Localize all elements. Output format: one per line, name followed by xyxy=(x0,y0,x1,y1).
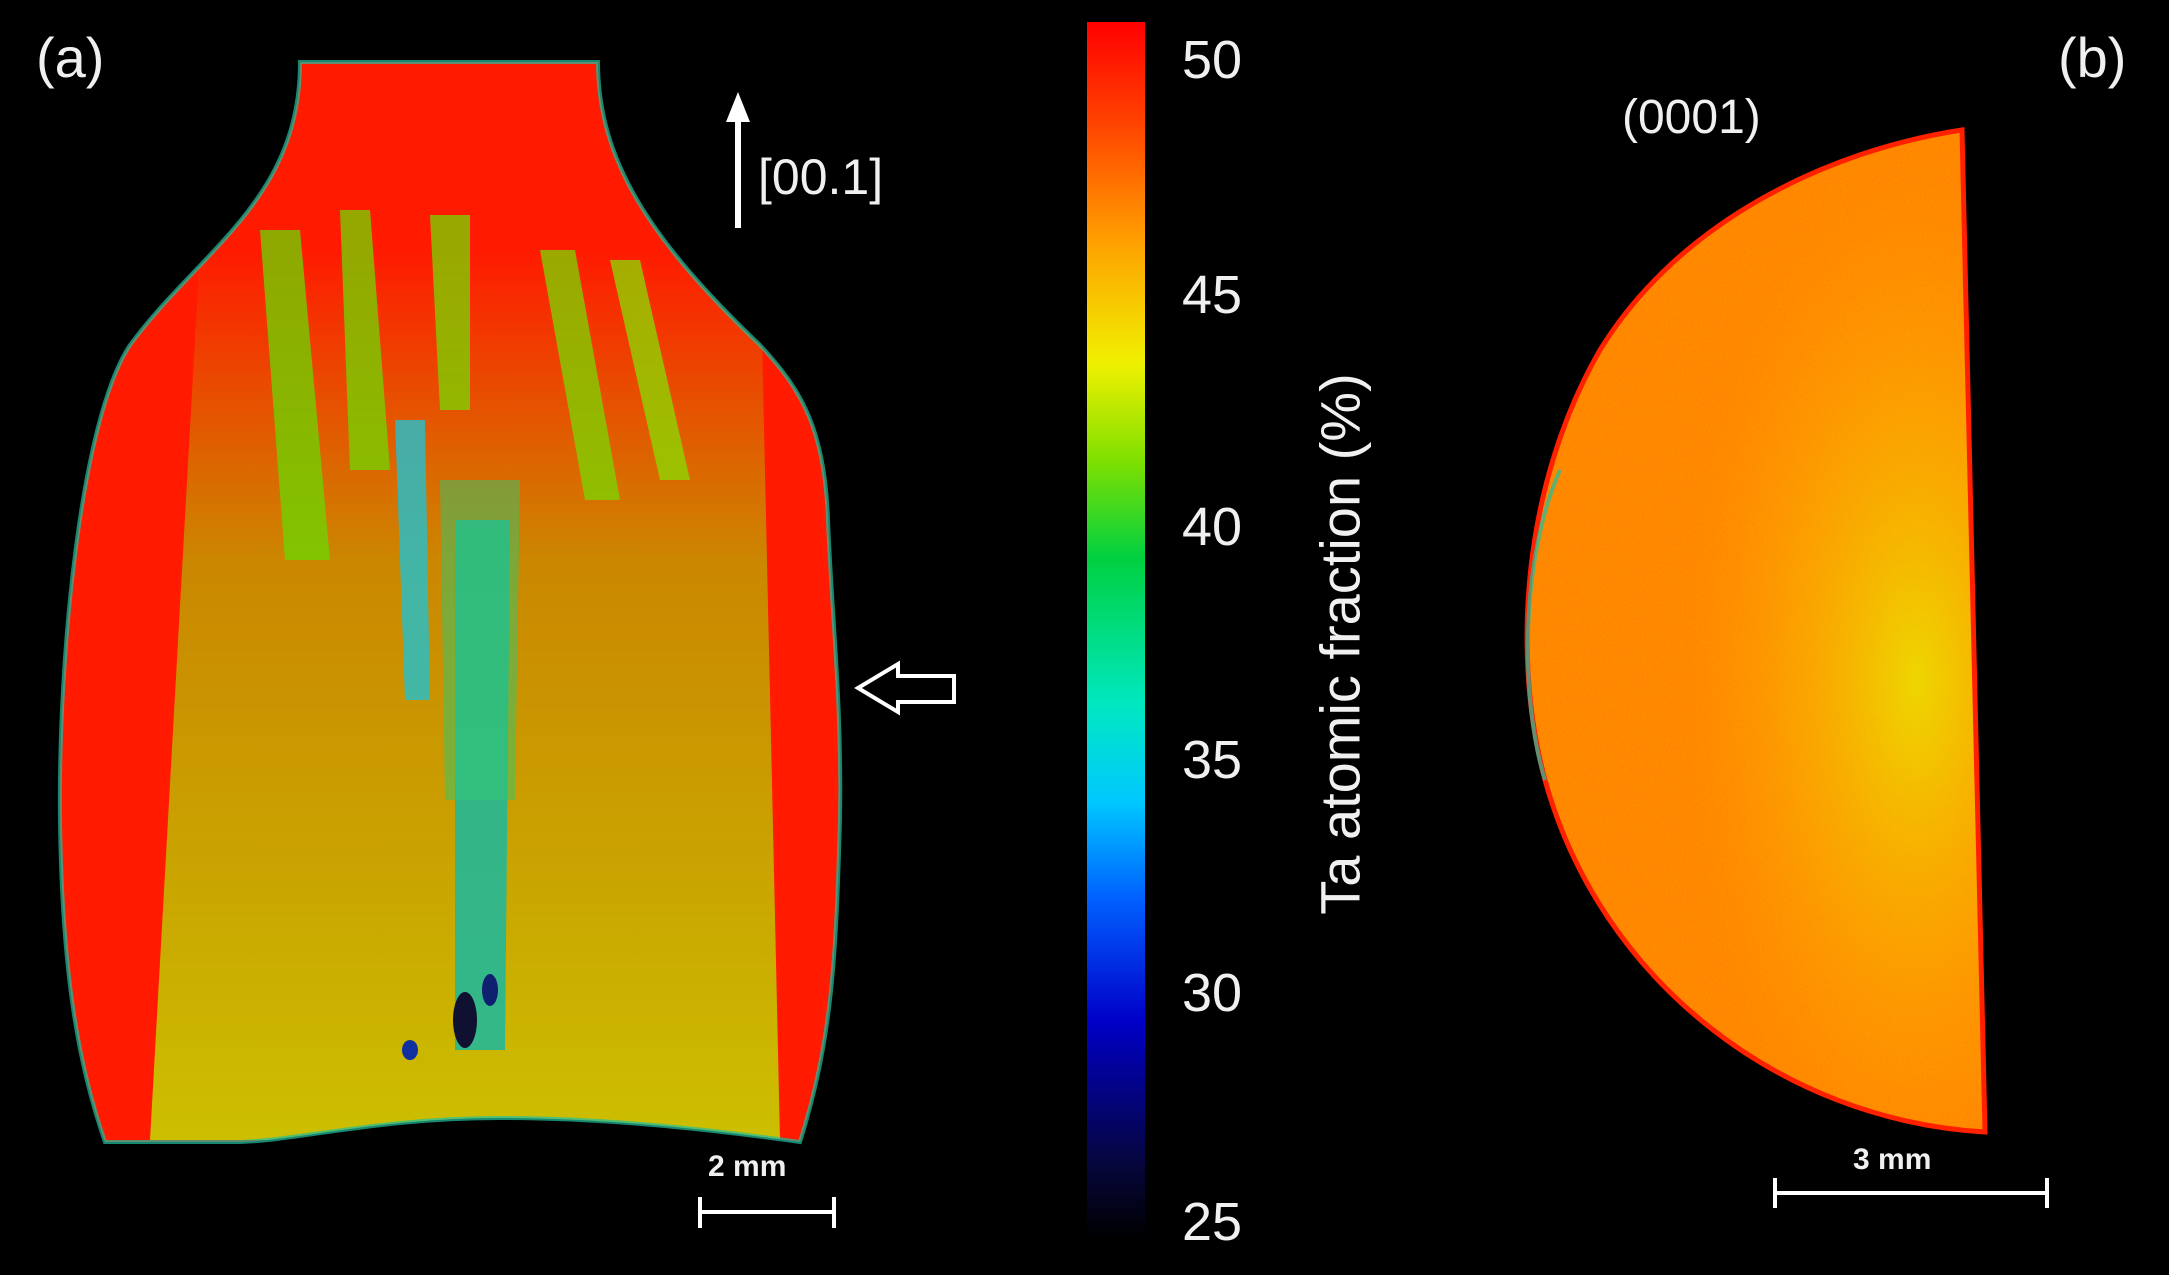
colorbar-tick: 30 xyxy=(1182,963,1243,1023)
scale-bar-a-label: 2 mm xyxy=(708,1150,787,1183)
colorbar-tick: 45 xyxy=(1182,265,1243,325)
section-edge xyxy=(57,60,843,1145)
green-streaks xyxy=(260,210,690,560)
cross-section-rim xyxy=(1525,469,1562,781)
scale-bar-b-label: 3 mm xyxy=(1853,1143,1932,1176)
green-core-halo xyxy=(440,480,520,800)
dark-inclusion xyxy=(453,992,477,1048)
colorbar xyxy=(1087,22,1145,1240)
colorbar-tick: 35 xyxy=(1182,730,1243,790)
orientation-label: [00.1] xyxy=(758,149,884,205)
cross-section-disc xyxy=(1527,130,1985,1132)
colorbar-tick: 40 xyxy=(1182,497,1243,557)
left-arrow-icon xyxy=(854,660,956,716)
longitudinal-section-map xyxy=(0,0,1080,1275)
panel-label-a: (a) xyxy=(36,26,105,89)
blue-inclusion xyxy=(402,1040,418,1060)
colorbar-tick: 50 xyxy=(1182,30,1243,90)
scale-bar-b xyxy=(1773,1178,2049,1208)
scale-bar-a xyxy=(698,1197,836,1228)
cyan-streak-left xyxy=(395,420,430,700)
panel-label-b: (b) xyxy=(2058,26,2127,89)
up-arrow-icon xyxy=(726,92,750,228)
plane-label: (0001) xyxy=(1622,91,1761,144)
colorbar-tick: 25 xyxy=(1182,1192,1243,1252)
blue-inclusion xyxy=(482,974,498,1006)
yellow-zone xyxy=(1527,130,1985,1132)
cross-section-edge xyxy=(1524,127,1988,1135)
speckle-texture xyxy=(0,0,1080,1275)
colorbar-title: Ta atomic fraction (%) xyxy=(1308,373,1372,915)
